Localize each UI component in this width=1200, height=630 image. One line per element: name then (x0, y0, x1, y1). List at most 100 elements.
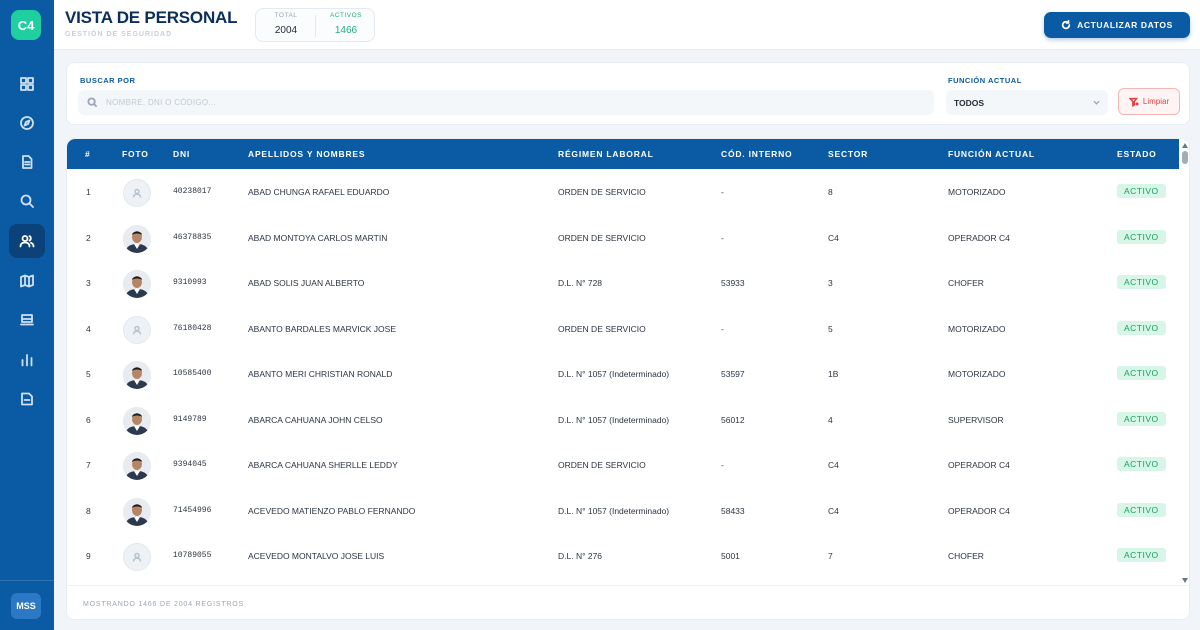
stat-total-label: TOTAL (274, 12, 298, 19)
row-number: 7 (86, 460, 91, 470)
nav-compass[interactable] (9, 106, 45, 140)
table-row[interactable]: 2 46378835 ABAD MONTOYA CARLOS MARTIN ORDEN… (67, 216, 1179, 262)
employee-photo[interactable] (123, 224, 151, 253)
person-photo-icon (123, 270, 151, 298)
table-row[interactable]: 5 10585400 ABANTO MERI CHRISTIAN RONALD D.L… (67, 352, 1179, 398)
nav-search[interactable] (9, 184, 45, 218)
employee-photo[interactable] (123, 406, 151, 435)
row-sector: 4 (828, 414, 833, 425)
table-row[interactable]: 6 9149789 ABARCA CAHUANA JOHN CELSO D.L. N°… (67, 398, 1179, 444)
nav-vehicles[interactable] (9, 303, 45, 337)
row-number: 2 (86, 232, 91, 243)
row-code: - (721, 323, 724, 334)
table-row[interactable]: 1 40238017 ABAD CHUNGA RAFAEL EDUARDO ORDEN… (67, 170, 1179, 216)
row-dni: 46378835 (173, 232, 212, 242)
row-name: ABAD MONTOYA CARLOS MARTIN (248, 232, 388, 243)
row-regimen: D.L. N° 728 (558, 278, 603, 288)
function-select[interactable]: TODOS (946, 90, 1108, 115)
row-sector: 7 (828, 551, 833, 561)
row-regimen: ORDEN DE SERVICIO (558, 460, 646, 470)
table-row[interactable]: 8 71454996 ACEVEDO MATIENZO PABLO FERNANDO… (67, 489, 1179, 535)
app-logo[interactable]: C4 (11, 10, 41, 40)
nav-documents[interactable] (9, 145, 45, 179)
search-label: BUSCAR POR (80, 76, 136, 85)
row-dni: 10789055 (173, 551, 212, 560)
row-function: OPERADOR C4 (948, 460, 1010, 470)
col-photo[interactable]: FOTO (122, 149, 149, 159)
user-placeholder-icon (132, 552, 142, 562)
col-status[interactable]: ESTADO (1117, 149, 1157, 159)
sidebar: C4 MSS (0, 0, 54, 630)
col-function[interactable]: FUNCIÓN ACTUAL (948, 149, 1035, 159)
row-function: OPERADOR C4 (948, 505, 1010, 516)
nav-dashboard[interactable] (9, 67, 45, 101)
row-regimen: ORDEN DE SERVICIO (558, 323, 646, 334)
person-photo-icon (123, 497, 151, 526)
refresh-data-button[interactable]: ACTUALIZAR DATOS (1044, 12, 1190, 38)
scroll-thumb[interactable] (1182, 151, 1188, 164)
row-code: - (721, 187, 724, 197)
filter-clear-icon (1128, 97, 1139, 107)
nav-personal[interactable] (9, 224, 45, 258)
search-icon (20, 194, 34, 208)
stat-divider (315, 15, 316, 37)
employee-photo[interactable] (123, 361, 151, 389)
user-avatar[interactable]: MSS (11, 593, 41, 619)
col-number[interactable]: # (85, 149, 91, 159)
stat-total: TOTAL 2004 (256, 12, 316, 36)
row-number: 4 (86, 323, 91, 334)
status-badge: ACTIVO (1117, 275, 1166, 289)
refresh-data-label: ACTUALIZAR DATOS (1077, 20, 1173, 30)
search-input[interactable] (106, 90, 926, 115)
function-select-value: TODOS (954, 98, 985, 108)
scroll-up-arrow-icon[interactable] (1182, 143, 1188, 148)
row-regimen: ORDEN DE SERVICIO (558, 187, 646, 197)
employee-photo-placeholder (123, 315, 151, 344)
row-regimen: ORDEN DE SERVICIO (558, 232, 646, 243)
row-function: CHOFER (948, 278, 984, 288)
row-dni: 9310993 (173, 278, 207, 287)
bar-chart-icon (21, 354, 33, 367)
nav-statistics[interactable] (9, 343, 45, 377)
vehicle-icon (20, 314, 34, 326)
employee-photo[interactable] (123, 497, 151, 526)
person-photo-icon (123, 406, 151, 435)
table-row[interactable]: 3 9310993 ABAD SOLIS JUAN ALBERTO D.L. N° 7… (67, 261, 1179, 307)
row-dni: 9394045 (173, 460, 207, 469)
col-sector[interactable]: SECTOR (828, 149, 869, 159)
employee-photo[interactable] (123, 452, 151, 480)
col-code[interactable]: CÓD. INTERNO (721, 149, 793, 159)
table-row[interactable]: 9 10789055 ACEVEDO MONTALVO JOSE LUIS D.L. … (67, 534, 1179, 580)
col-name[interactable]: APELLIDOS Y NOMBRES (248, 149, 366, 159)
table-row[interactable]: 4 76180428 ABANTO BARDALES MARVICK JOSE ORD… (67, 307, 1179, 353)
clear-filters-button[interactable]: Limpiar (1118, 88, 1180, 115)
function-filter-label: FUNCIÓN ACTUAL (948, 76, 1022, 85)
row-code: - (721, 460, 724, 470)
table-scrollbar[interactable] (1179, 139, 1189, 583)
row-sector: C4 (828, 460, 839, 470)
row-dni: 9149789 (173, 414, 207, 424)
table-row[interactable]: 7 9394045 ABARCA CAHUANA SHERLLE LEDDY ORDE… (67, 443, 1179, 489)
dashboard-icon (20, 77, 34, 91)
employee-photo[interactable] (123, 270, 151, 298)
col-regimen[interactable]: RÉGIMEN LABORAL (558, 149, 654, 159)
status-badge: ACTIVO (1117, 229, 1166, 244)
row-number: 9 (86, 551, 91, 561)
nav-map[interactable] (9, 264, 45, 298)
row-function: MOTORIZADO (948, 323, 1006, 334)
row-number: 1 (86, 187, 91, 197)
row-name: ACEVEDO MATIENZO PABLO FERNANDO (248, 505, 416, 516)
row-dni: 10585400 (173, 369, 212, 378)
row-name: ABANTO BARDALES MARVICK JOSE (248, 323, 397, 334)
employee-photo-placeholder (123, 179, 151, 207)
row-function: SUPERVISOR (948, 414, 1004, 425)
col-dni[interactable]: DNI (173, 149, 191, 159)
scroll-down-arrow-icon[interactable] (1182, 578, 1188, 583)
row-name: ACEVEDO MONTALVO JOSE LUIS (248, 551, 385, 561)
records-count: MOSTRANDO 1466 DE 2004 REGISTROS (83, 601, 244, 608)
row-number: 5 (86, 369, 91, 379)
row-number: 3 (86, 278, 91, 288)
nav-reports[interactable] (9, 382, 45, 416)
row-regimen: D.L. N° 1057 (Indeterminado) (558, 369, 670, 379)
person-photo-icon (123, 361, 151, 389)
